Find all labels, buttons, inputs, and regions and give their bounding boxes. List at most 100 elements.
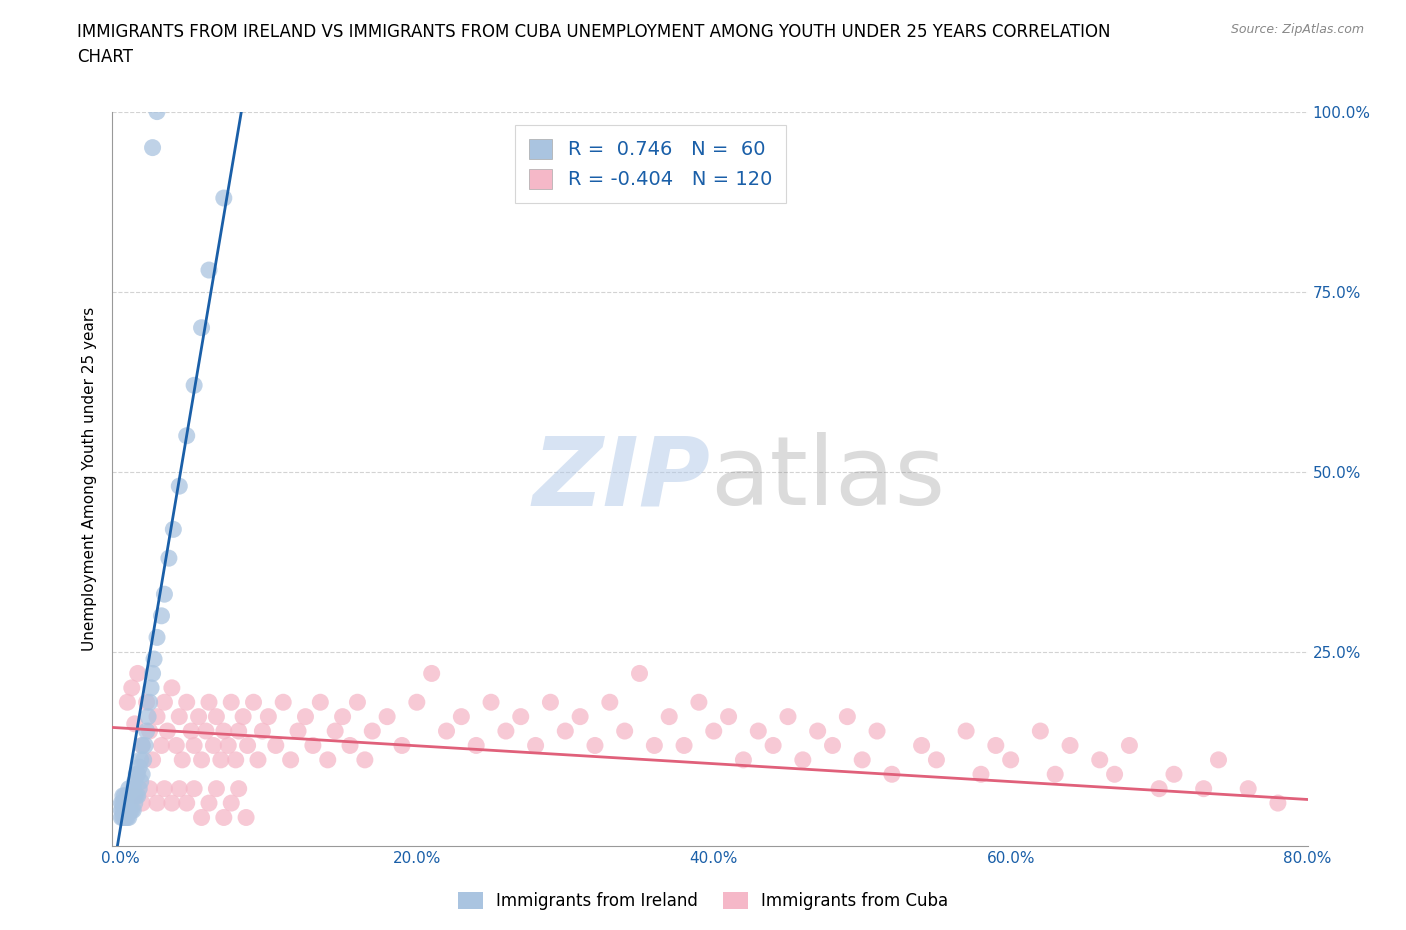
Point (1192, 781, 1215, 796)
Point (153, 695, 176, 710)
Point (183, 378, 205, 392)
Point (142, 666, 165, 681)
Point (271, 695, 294, 710)
Point (1059, 738, 1081, 753)
Point (323, 724, 346, 738)
Text: CHART: CHART (77, 48, 134, 66)
Point (955, 724, 977, 738)
Point (554, 724, 576, 738)
Point (131, 738, 153, 753)
Point (925, 752, 948, 767)
Point (128, 781, 150, 796)
Point (465, 738, 488, 753)
Point (111, 803, 134, 817)
Point (1029, 724, 1052, 738)
Point (717, 710, 740, 724)
Point (146, 630, 169, 644)
Point (375, 710, 398, 724)
Point (142, 752, 165, 767)
Point (153, 781, 176, 796)
Point (125, 767, 148, 782)
Point (112, 803, 135, 817)
Point (146, 710, 169, 724)
Point (146, 796, 169, 811)
Point (613, 724, 636, 738)
Point (118, 781, 141, 796)
Point (354, 752, 377, 767)
Point (112, 796, 135, 811)
Point (198, 262, 221, 277)
Point (212, 724, 235, 738)
Point (1118, 738, 1140, 753)
Point (121, 681, 143, 696)
Point (205, 710, 228, 724)
Point (703, 724, 725, 738)
Point (509, 710, 531, 724)
Point (219, 695, 242, 710)
Point (1088, 752, 1111, 767)
Point (124, 789, 146, 804)
Point (405, 695, 427, 710)
Point (747, 724, 769, 738)
Point (599, 695, 621, 710)
Point (420, 666, 443, 681)
Point (225, 752, 247, 767)
Point (110, 810, 132, 825)
Point (120, 803, 142, 817)
Point (583, 738, 606, 753)
Point (111, 796, 134, 811)
Text: Source: ZipAtlas.com: Source: ZipAtlas.com (1230, 23, 1364, 36)
Point (837, 710, 859, 724)
Point (792, 752, 814, 767)
Point (142, 140, 165, 155)
Point (217, 738, 239, 753)
Point (128, 760, 150, 775)
Point (190, 810, 212, 825)
Point (121, 789, 143, 804)
Point (242, 695, 264, 710)
Point (131, 767, 153, 782)
Point (136, 710, 159, 724)
Point (183, 738, 205, 753)
Point (495, 724, 517, 738)
Point (280, 752, 302, 767)
Point (246, 752, 269, 767)
Point (169, 479, 191, 494)
Point (198, 796, 221, 811)
Point (129, 774, 152, 789)
Point (643, 738, 665, 753)
Point (264, 738, 287, 753)
Point (776, 710, 799, 724)
Point (156, 724, 179, 738)
Point (302, 738, 325, 753)
Point (146, 104, 169, 119)
Point (851, 752, 873, 767)
Point (294, 710, 316, 724)
Point (169, 710, 191, 724)
Point (143, 652, 166, 667)
Point (202, 738, 225, 753)
Point (115, 810, 138, 825)
Point (122, 803, 145, 817)
Point (120, 789, 142, 804)
Point (762, 738, 785, 753)
Point (252, 724, 274, 738)
Legend: R =  0.746   N =  60, R = -0.404   N = 120: R = 0.746 N = 60, R = -0.404 N = 120 (515, 125, 786, 203)
Point (479, 695, 502, 710)
Point (118, 796, 141, 811)
Y-axis label: Unemployment Among Youth under 25 years: Unemployment Among Youth under 25 years (82, 307, 97, 651)
Point (198, 695, 221, 710)
Point (160, 681, 183, 696)
Point (117, 810, 139, 825)
Point (688, 695, 710, 710)
Point (183, 781, 205, 796)
Point (157, 551, 180, 565)
Point (131, 796, 153, 811)
Point (150, 738, 173, 753)
Text: ZIP: ZIP (531, 432, 710, 525)
Text: IMMIGRANTS FROM IRELAND VS IMMIGRANTS FROM CUBA UNEMPLOYMENT AMONG YOUTH UNDER 2: IMMIGRANTS FROM IRELAND VS IMMIGRANTS FR… (77, 23, 1111, 41)
Point (209, 752, 232, 767)
Point (112, 810, 135, 825)
Point (195, 724, 218, 738)
Point (569, 710, 592, 724)
